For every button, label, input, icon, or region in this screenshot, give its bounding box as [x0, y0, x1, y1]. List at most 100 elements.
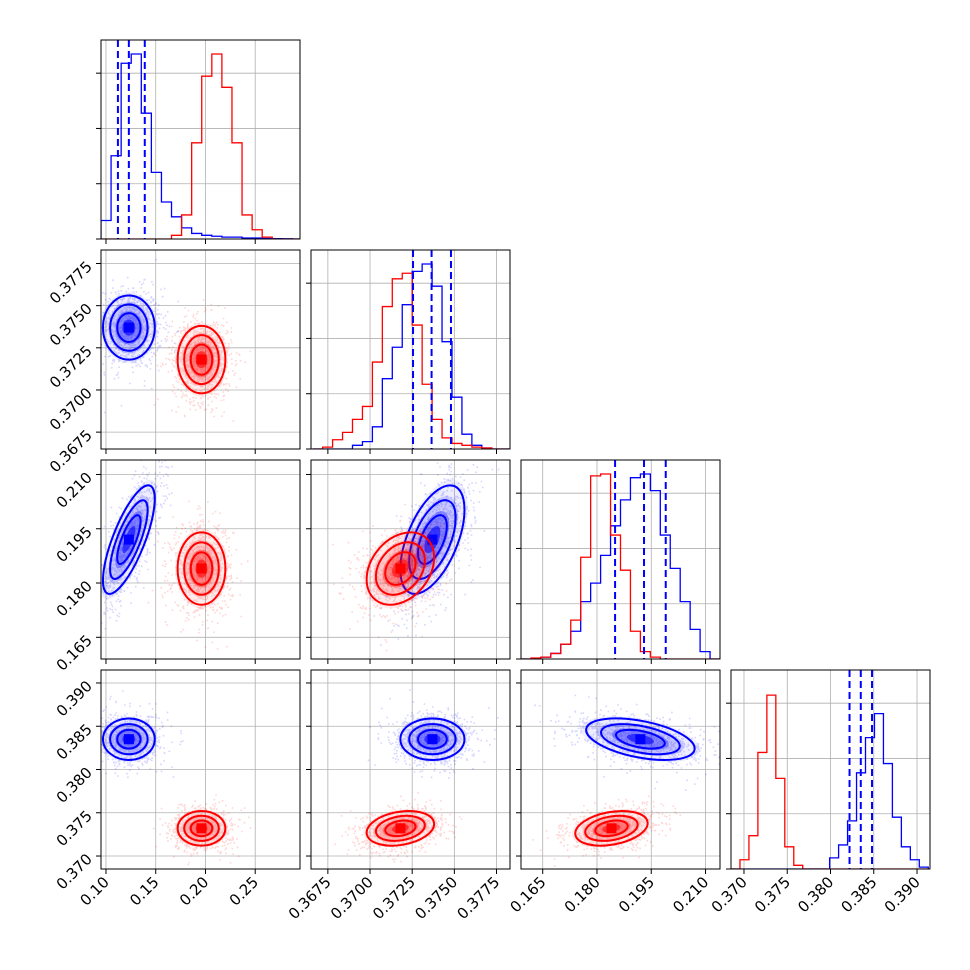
panel-frame [100, 669, 301, 870]
panel-content [311, 460, 510, 659]
contour-red [584, 814, 639, 842]
contour-red [365, 810, 436, 847]
scatter-points-blue [101, 690, 184, 779]
contour-blue [585, 717, 696, 761]
contour-red [176, 810, 227, 847]
x-tick-label: 0.195 [615, 873, 658, 916]
density-peak-blue [123, 734, 134, 745]
y-tick-label: 0.380 [53, 764, 96, 807]
contour-blue [116, 514, 142, 566]
density-peak-blue [635, 734, 646, 745]
contour-red [374, 541, 426, 596]
panel-2-2 [516, 459, 721, 664]
density-peak-blue [123, 534, 134, 545]
x-tick-label: 0.380 [794, 873, 837, 916]
x-tick-label: 0.3675 [285, 873, 335, 923]
histogram-blue [731, 712, 929, 869]
contour-red [384, 551, 417, 586]
panel-content [521, 670, 720, 869]
contour-blue [408, 723, 457, 756]
histogram-red [521, 473, 720, 659]
x-tick-label: 0.390 [881, 873, 924, 916]
panel-frame [100, 249, 301, 450]
contour-blue [600, 723, 681, 756]
contour-red [183, 541, 220, 596]
scatter-points-red [147, 500, 249, 650]
panel-content [101, 250, 300, 449]
contour-blue [614, 728, 666, 750]
contour-blue [116, 312, 142, 343]
y-tick-label: 0.3750 [46, 300, 96, 350]
scatter-points-blue [369, 462, 500, 646]
x-tick-label: 0.3775 [453, 873, 503, 923]
histogram-blue [101, 53, 300, 239]
contour-red [374, 814, 426, 842]
panel-frame [100, 459, 301, 660]
y-tick-label: 0.3775 [46, 258, 96, 308]
x-tick-label: 0.25 [226, 873, 262, 909]
panel-0-0 [96, 39, 301, 244]
scatter-points-blue [101, 258, 180, 414]
density-peak-red [196, 354, 207, 365]
histogram-blue [312, 263, 510, 449]
panel-1-1 [306, 249, 511, 454]
panel-frame [520, 669, 721, 870]
contour-blue [417, 728, 448, 750]
contour-blue [109, 303, 149, 352]
contour-red [189, 343, 214, 376]
density-peak-blue [427, 534, 438, 545]
density-peak-red [395, 823, 406, 834]
x-tick-label: 0.10 [76, 873, 112, 909]
density-peak-red [196, 563, 207, 574]
contour-blue [399, 717, 466, 761]
density-peak-red [196, 823, 207, 834]
contour-blue [101, 717, 156, 761]
panel-content [101, 670, 300, 869]
panel-frame [310, 249, 511, 450]
x-tick-label: 0.165 [506, 873, 549, 916]
y-tick-label: 0.3700 [46, 384, 96, 434]
contour-red [189, 819, 214, 838]
contour-blue [101, 484, 156, 595]
contour-red [574, 810, 649, 847]
panel-3-3: 0.370 0.375 0.380 0.385 0.390 [708, 669, 931, 916]
x-tick-label: 0.370 [708, 873, 751, 916]
x-tick-label: 0.3700 [327, 873, 377, 923]
histogram-red [731, 694, 929, 869]
panel-frame [100, 39, 301, 240]
contour-red [176, 324, 227, 395]
scatter-points-blue [534, 694, 720, 791]
y-tick-label: 0.385 [53, 720, 96, 763]
y-tick-label: 0.3725 [46, 342, 96, 392]
panel-content [101, 460, 300, 659]
density-peak-blue [123, 322, 134, 333]
x-tick-label: 0.3725 [369, 873, 419, 923]
y-tick-label: 0.375 [53, 807, 96, 850]
panel-frame [310, 669, 511, 870]
contour-blue [399, 484, 466, 595]
panel-content [731, 670, 930, 869]
contour-red [183, 814, 220, 842]
panel-3-2: 0.165 0.180 0.195 0.210 [506, 669, 721, 916]
contour-red [183, 334, 220, 386]
contour-red [365, 531, 436, 606]
density-peak-red [395, 563, 406, 574]
density-peak-blue [427, 734, 438, 745]
contour-blue [116, 728, 142, 750]
panel-content [311, 250, 510, 449]
contour-red [384, 819, 417, 838]
density-peak-red [606, 823, 617, 834]
contour-blue [109, 723, 149, 756]
contour-blue [101, 294, 156, 361]
panel-content [101, 40, 300, 239]
y-tick-label: 0.165 [53, 631, 96, 674]
x-tick-label: 0.15 [126, 873, 162, 909]
y-tick-label: 0.180 [53, 577, 96, 620]
x-tick-label: 0.385 [837, 873, 880, 916]
panel-2-1 [306, 459, 511, 664]
panel-content [311, 670, 510, 869]
